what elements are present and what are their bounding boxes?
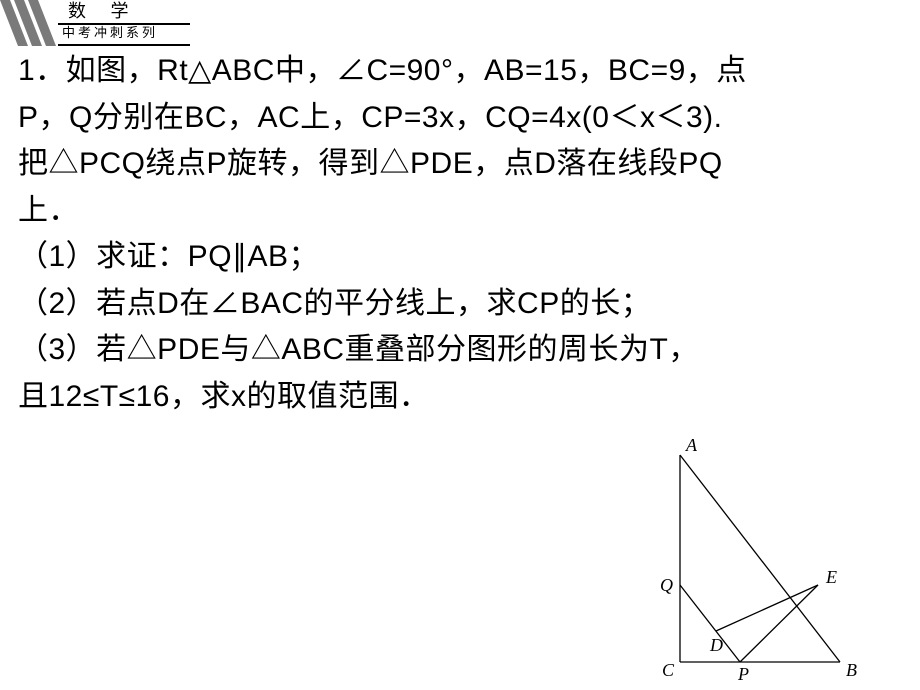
logo-subtitle: 中考冲刺系列	[58, 25, 190, 42]
svg-text:P: P	[737, 664, 749, 682]
svg-text:E: E	[825, 567, 837, 587]
header-logo: 数 学 中考冲刺系列	[0, 0, 190, 46]
problem-line: （1）求证：PQ∥AB；	[18, 234, 902, 281]
problem-line: （2）若点D在∠BAC的平分线上，求CP的长；	[18, 281, 902, 328]
logo-title: 数 学	[58, 0, 190, 25]
logo-text-block: 数 学 中考冲刺系列	[58, 0, 190, 46]
svg-text:Q: Q	[660, 575, 673, 595]
logo-stripes	[0, 0, 58, 46]
svg-text:B: B	[846, 660, 857, 680]
problem-line: 把△PCQ绕点P旋转，得到△PDE，点D落在线段PQ	[18, 141, 902, 188]
problem-line: P，Q分别在BC，AC上，CP=3x，CQ=4x(0＜x＜3).	[18, 95, 902, 142]
svg-text:D: D	[709, 635, 723, 655]
problem-text: 1．如图，Rt△ABC中，∠C=90°，AB=15，BC=9，点P，Q分别在BC…	[18, 48, 902, 420]
problem-line: 上．	[18, 188, 902, 235]
geometry-figure: A B C Q PD E	[640, 437, 860, 682]
problem-line: 且12≤T≤16，求x的取值范围．	[18, 374, 902, 421]
problem-line: （3）若△PDE与△ABC重叠部分图形的周长为T，	[18, 327, 902, 374]
svg-text:A: A	[685, 437, 698, 455]
problem-content: 1．如图，Rt△ABC中，∠C=90°，AB=15，BC=9，点P，Q分别在BC…	[18, 48, 902, 420]
svg-text:C: C	[662, 660, 675, 680]
problem-line: 1．如图，Rt△ABC中，∠C=90°，AB=15，BC=9，点	[18, 48, 902, 95]
